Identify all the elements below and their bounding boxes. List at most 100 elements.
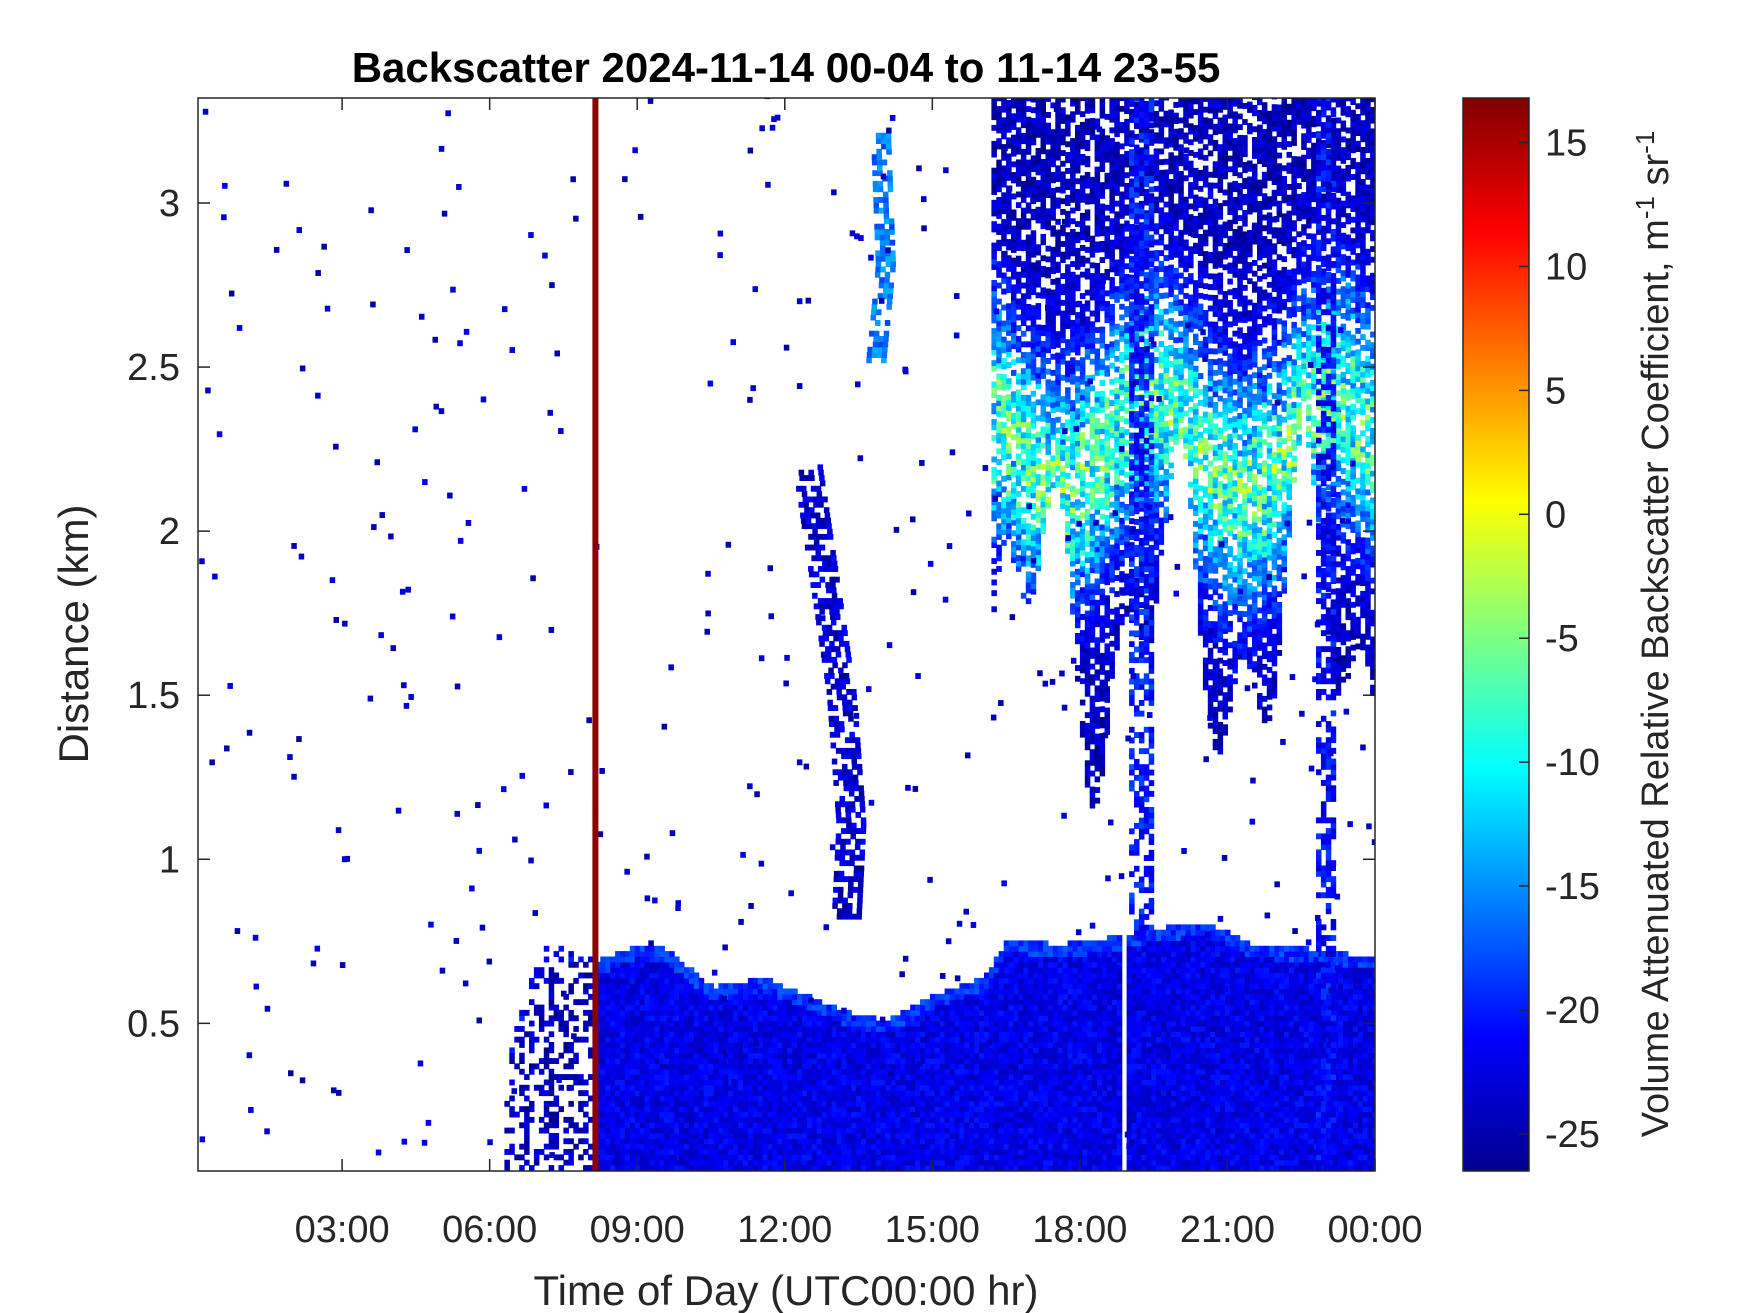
heatmap-cell <box>1023 1154 1029 1161</box>
heatmap-cell <box>777 1111 783 1118</box>
heatmap-cell <box>1023 1074 1029 1080</box>
heatmap-cell <box>644 961 651 968</box>
heatmap-cell <box>1136 1047 1142 1054</box>
heatmap-cell <box>649 1122 655 1129</box>
heatmap-cell <box>743 1106 749 1113</box>
heatmap-cell <box>747 1068 754 1075</box>
heatmap-cell <box>993 1084 1000 1091</box>
heatmap-cell <box>1067 1058 1074 1064</box>
heatmap-cell <box>1082 967 1088 974</box>
heatmap-cell <box>1028 1165 1034 1171</box>
heatmap-cell <box>939 1159 946 1166</box>
heatmap-cell <box>964 1047 970 1054</box>
heatmap-cell <box>772 1095 778 1102</box>
heatmap-cell <box>718 1063 724 1070</box>
heatmap-cell <box>654 1149 660 1155</box>
heatmap-cell <box>1200 929 1206 936</box>
heatmap-cell <box>1210 951 1216 957</box>
heatmap-cell <box>934 1133 941 1139</box>
heatmap-cell <box>1092 1165 1098 1171</box>
heatmap-cell <box>1057 1090 1064 1097</box>
heatmap-cell <box>1126 977 1133 984</box>
heatmap-cell <box>1195 1079 1201 1086</box>
heatmap-cell <box>792 1031 798 1038</box>
heatmap-cell <box>1175 1116 1182 1123</box>
heatmap-cell <box>1077 940 1083 947</box>
heatmap-cell <box>679 1052 685 1059</box>
heatmap-cell <box>1102 1004 1108 1011</box>
heatmap-cell <box>836 1111 842 1118</box>
heatmap-cell <box>1008 1015 1015 1022</box>
heatmap-cell <box>1161 1100 1167 1107</box>
heatmap-cell <box>1013 1122 1019 1129</box>
heatmap-cell <box>752 1015 759 1022</box>
heatmap-cell <box>984 1052 990 1059</box>
heatmap-cell <box>777 1143 783 1150</box>
heatmap-cell <box>929 1090 936 1097</box>
heatmap-cell <box>826 1133 833 1139</box>
heatmap-cell <box>915 1100 921 1107</box>
heatmap-cell <box>1195 1074 1201 1080</box>
heatmap-cell <box>974 1058 980 1064</box>
heatmap-cell <box>826 1095 833 1102</box>
heatmap-cell <box>806 1058 813 1064</box>
heatmap-cell <box>831 1106 837 1113</box>
heatmap-cell <box>915 1138 921 1145</box>
heatmap-cell <box>836 1079 842 1086</box>
heatmap-cell <box>846 1068 852 1075</box>
heatmap-cell <box>669 1020 675 1027</box>
heatmap-cell <box>1057 1031 1064 1038</box>
heatmap-cell <box>1229 1074 1236 1080</box>
heatmap-cell <box>669 961 675 968</box>
heatmap-cell <box>1038 1133 1044 1139</box>
heatmap-cell <box>939 1138 946 1145</box>
heatmap-cell <box>870 1042 877 1048</box>
heatmap-cell <box>1023 940 1029 947</box>
heatmap-cell <box>792 1042 798 1048</box>
heatmap-cell <box>659 951 665 957</box>
heatmap-cell <box>624 1095 631 1102</box>
heatmap-cell <box>615 1122 621 1129</box>
heatmap-cell <box>733 1052 739 1059</box>
heatmap-cell <box>718 1100 724 1107</box>
heatmap-cell <box>728 983 734 990</box>
heatmap-cell <box>1229 988 1236 995</box>
heatmap-cell <box>1210 940 1216 947</box>
heatmap-cell <box>738 1095 744 1102</box>
heatmap-cell <box>1038 956 1044 963</box>
heatmap-cell <box>861 1079 867 1086</box>
heatmap-cell <box>605 983 611 990</box>
heatmap-cell <box>905 1133 911 1139</box>
heatmap-cell <box>1087 956 1093 963</box>
heatmap-cell <box>1185 1084 1192 1091</box>
heatmap-cell <box>1092 1074 1098 1080</box>
heatmap-cell <box>1116 1068 1123 1075</box>
heatmap-cell <box>1023 1133 1029 1139</box>
heatmap-cell <box>1018 1036 1024 1043</box>
heatmap-cell <box>944 1122 951 1129</box>
heatmap-cell <box>1043 1068 1049 1075</box>
heatmap-cell <box>1210 993 1216 1000</box>
heatmap-cell <box>713 1116 719 1123</box>
heatmap-cell <box>934 1149 941 1155</box>
heatmap-cell <box>659 1084 665 1091</box>
heatmap-cell <box>900 1122 906 1129</box>
heatmap-cell <box>1082 961 1088 968</box>
heatmap-cell <box>1097 1111 1103 1118</box>
heatmap-cell <box>728 1165 734 1171</box>
heatmap-cell <box>1185 1020 1192 1027</box>
heatmap-cell <box>782 1090 788 1097</box>
heatmap-cell <box>669 1026 675 1032</box>
heatmap-cell <box>649 972 655 979</box>
heatmap-cell <box>664 972 670 979</box>
heatmap-cell <box>1180 1036 1187 1043</box>
heatmap-cell <box>1234 945 1241 952</box>
heatmap-cell <box>797 1079 803 1086</box>
heatmap-cell <box>841 1116 847 1123</box>
heatmap-cell <box>954 1111 960 1118</box>
heatmap-cell <box>1023 1068 1029 1075</box>
heatmap-cell <box>1151 945 1157 952</box>
heatmap-cell <box>1087 1009 1093 1016</box>
heatmap-cell <box>629 951 636 957</box>
heatmap-cell <box>841 1042 847 1048</box>
